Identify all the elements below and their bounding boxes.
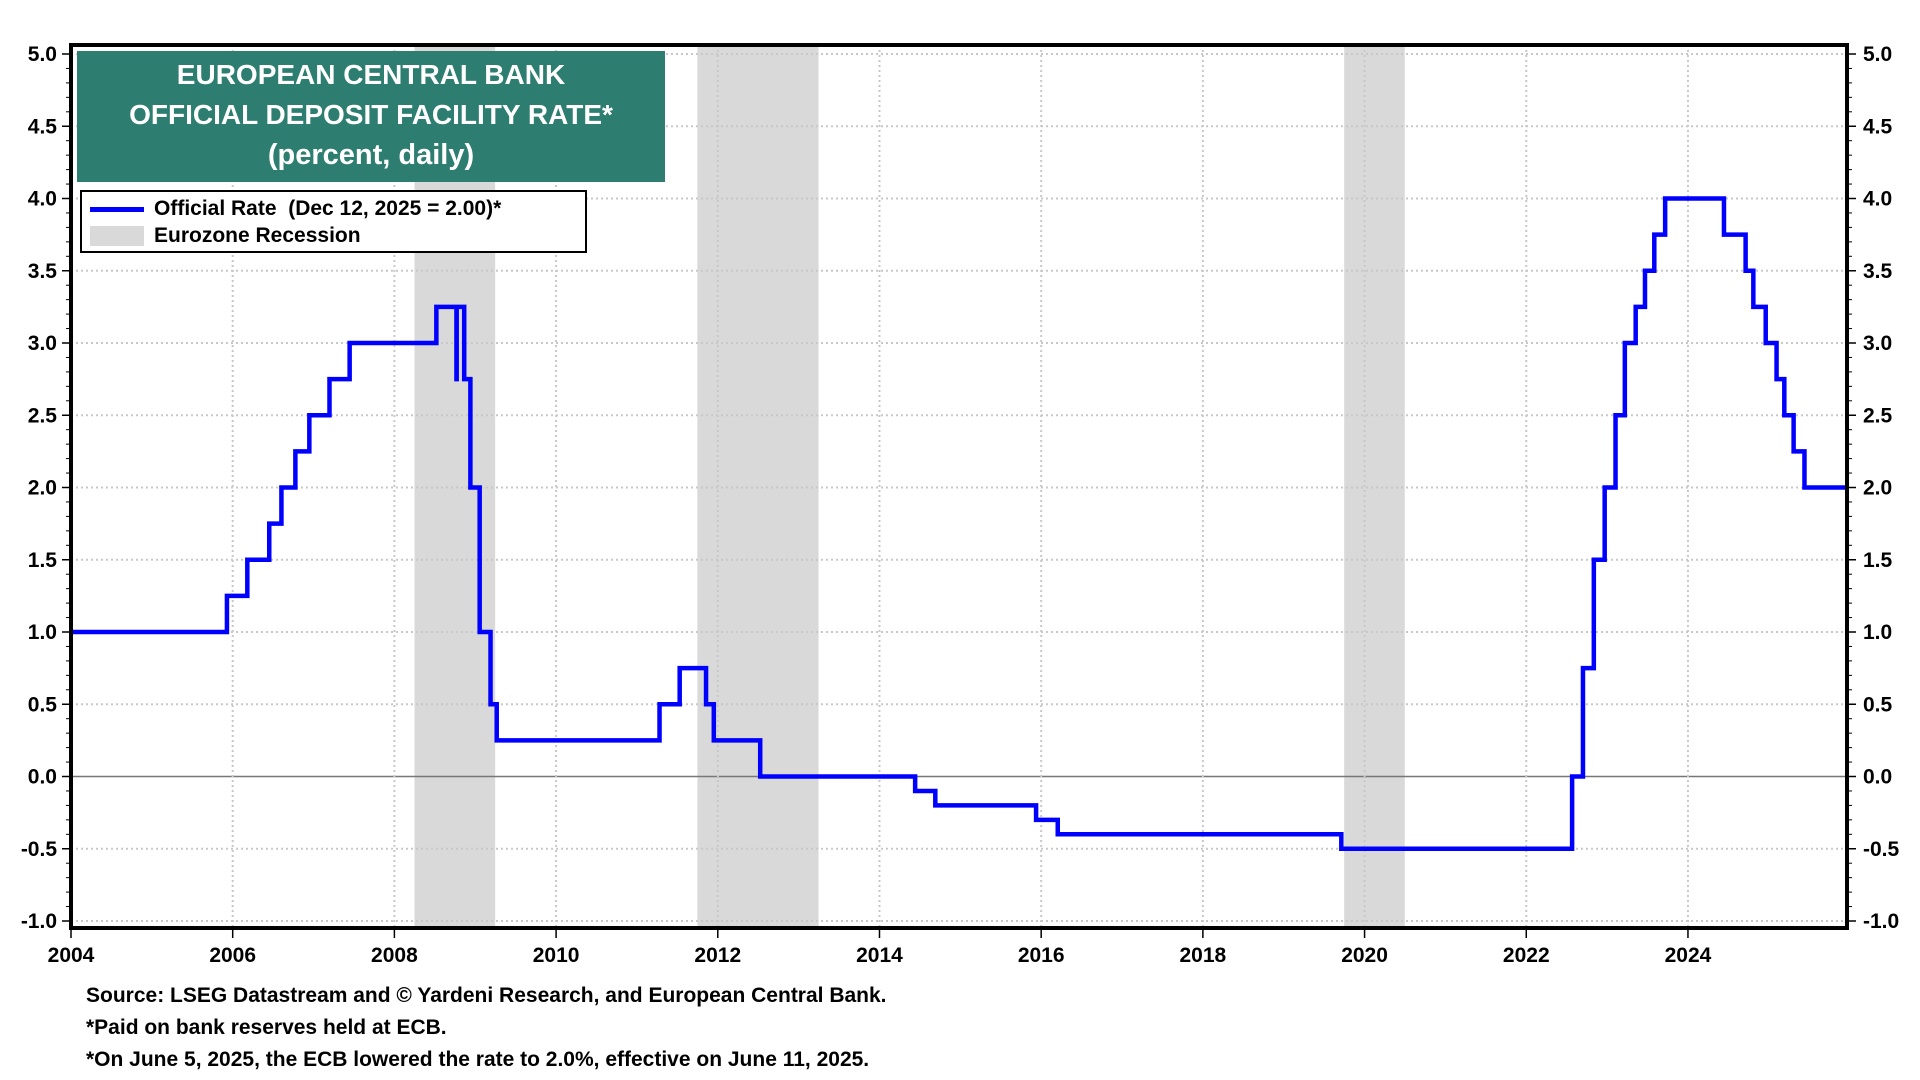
x-tick-label: 2014 xyxy=(856,944,903,967)
legend-line-swatch xyxy=(90,206,144,212)
title-line-3: (percent, daily) xyxy=(267,139,475,171)
legend-item-official-rate: Official Rate (Dec 12, 2025 = 2.00)* xyxy=(90,196,501,222)
y-tick-label-left: 0.0 xyxy=(28,766,57,789)
y-tick-label-right: 3.0 xyxy=(1863,332,1892,355)
y-tick-label-right: -0.5 xyxy=(1863,838,1900,861)
x-tick-label: 2016 xyxy=(1018,944,1065,967)
y-tick-label-right: 4.5 xyxy=(1863,115,1893,138)
x-tick-label: 2004 xyxy=(48,944,95,967)
y-tick-label-right: 0.5 xyxy=(1863,693,1893,716)
y-tick-label-right: 1.0 xyxy=(1863,621,1892,644)
x-tick-label: 2008 xyxy=(371,944,418,967)
legend-item-recession: Eurozone Recession xyxy=(90,223,361,249)
y-tick-label-right: 5.0 xyxy=(1863,43,1892,66)
title-line-2: OFFICIAL DEPOSIT FACILITY RATE* xyxy=(129,99,613,130)
y-tick-label-left: 4.5 xyxy=(28,115,58,138)
x-tick-label: 2012 xyxy=(694,944,741,967)
y-tick-label-right: 1.5 xyxy=(1863,549,1893,572)
y-tick-label-left: 3.0 xyxy=(28,332,57,355)
title-line-1: EUROPEAN CENTRAL BANK xyxy=(176,59,566,90)
legend-shade-swatch xyxy=(90,226,144,246)
x-tick-label: 2024 xyxy=(1665,944,1712,967)
legend: Official Rate (Dec 12, 2025 = 2.00)* Eur… xyxy=(80,190,587,253)
y-tick-label-left: -1.0 xyxy=(21,910,57,933)
y-tick-label-right: -1.0 xyxy=(1863,910,1899,933)
footnotes: Source: LSEG Datastream and © Yardeni Re… xyxy=(86,980,887,1076)
legend-label: Eurozone Recession xyxy=(154,224,361,247)
y-tick-label-right: 3.5 xyxy=(1863,260,1893,283)
x-tick-label: 2010 xyxy=(533,944,580,967)
footnote-1: *Paid on bank reserves held at ECB. xyxy=(86,1016,447,1039)
y-tick-label-left: 2.5 xyxy=(28,404,58,427)
chart-title: EUROPEAN CENTRAL BANK OFFICIAL DEPOSIT F… xyxy=(77,51,665,182)
source-note: Source: LSEG Datastream and © Yardeni Re… xyxy=(86,984,887,1007)
x-tick-label: 2022 xyxy=(1503,944,1550,967)
y-tick-label-left: -0.5 xyxy=(21,838,58,861)
y-tick-label-right: 2.0 xyxy=(1863,477,1892,500)
y-tick-label-right: 0.0 xyxy=(1863,766,1892,789)
y-tick-label-left: 1.5 xyxy=(28,549,58,572)
y-tick-label-left: 5.0 xyxy=(28,43,57,66)
y-tick-label-left: 3.5 xyxy=(28,260,58,283)
y-tick-label-left: 4.0 xyxy=(28,188,57,211)
legend-label: Official Rate (Dec 12, 2025 = 2.00)* xyxy=(154,197,502,220)
y-tick-label-left: 0.5 xyxy=(28,693,58,716)
x-tick-label: 2020 xyxy=(1341,944,1388,967)
x-tick-label: 2018 xyxy=(1180,944,1227,967)
y-tick-label-right: 2.5 xyxy=(1863,404,1893,427)
series-line-official-rate xyxy=(71,196,1846,851)
recession-shade xyxy=(1344,45,1405,928)
y-tick-label-right: 4.0 xyxy=(1863,188,1892,211)
footnote-2: *On June 5, 2025, the ECB lowered the ra… xyxy=(86,1048,870,1071)
y-tick-label-left: 1.0 xyxy=(28,621,57,644)
x-tick-label: 2006 xyxy=(209,944,256,967)
plot-frame xyxy=(69,43,1849,930)
y-tick-label-left: 2.0 xyxy=(28,477,57,500)
